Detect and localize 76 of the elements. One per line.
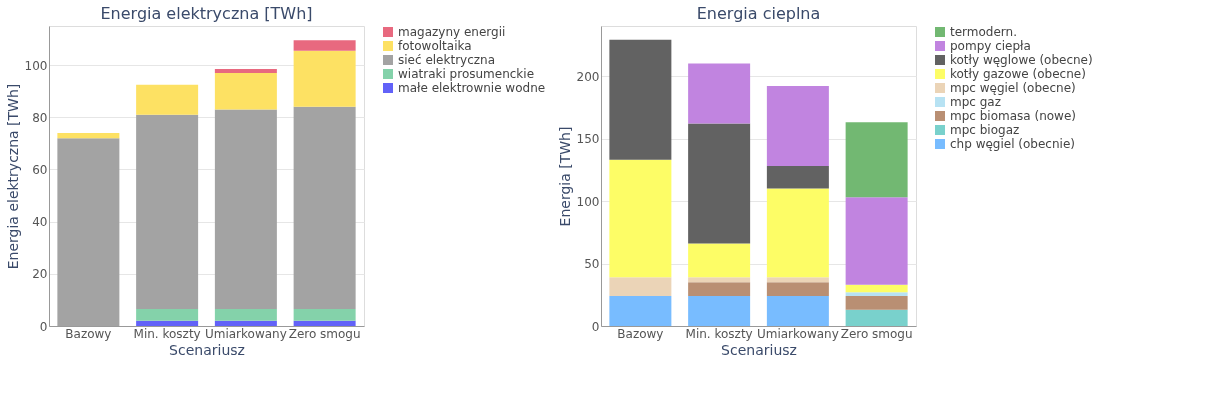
bar [688,123,751,244]
bar [845,122,908,198]
bar [845,197,908,285]
bar [845,284,908,293]
legend-label: mpc gaz [950,95,1001,109]
bar [845,292,908,296]
y-tick-label: 100 [576,194,600,209]
y-tick-label: 150 [576,132,600,146]
bar [293,106,356,310]
y-tick-label: 0 [591,319,600,334]
y-tick-label: 50 [584,257,600,271]
x-tick-label: Umiarkowany [756,326,839,341]
bar [293,320,356,326]
bar [214,72,277,110]
bar [214,320,277,326]
bar [766,166,829,189]
legend-label: mpc węgiel (obecne) [950,81,1076,95]
x-tick-label: Min. koszty [685,326,753,341]
bar [688,296,751,326]
bar [57,132,120,139]
bar [766,188,829,278]
y-tick-label: 80 [32,110,48,125]
bar [688,63,751,124]
bar [136,114,199,310]
x-tick-label: Zero smogu [288,326,361,341]
x-tick-label: Bazowy [65,326,112,341]
bar [609,296,672,326]
bar [845,296,908,310]
legend-label: mpc biomasa (nowe) [950,109,1076,123]
bar [766,277,829,283]
x-tick-label: Min. koszty [133,326,201,341]
legend-label: mpc biogaz [950,123,1020,137]
x-tick-label: Zero smogu [840,326,913,341]
legend-label: magazyny energii [398,25,506,39]
x-tick-label: Umiarkowany [204,326,287,341]
bar [766,86,829,166]
bar [214,69,277,73]
bar [688,282,751,296]
legend-label: małe elektrownie wodne [398,81,546,95]
bar [214,309,277,321]
y-tick-label: 40 [32,215,48,230]
legend-label: fotowoltaika [398,39,472,53]
bar [609,159,672,278]
y-axis-title: Energia [TWh] [556,126,573,227]
y-tick-label: 60 [32,162,48,177]
bar [136,84,199,115]
x-axis-title: Scenariusz [721,341,797,358]
bar [136,320,199,326]
legend-label: wiatraki prosumenckie [398,67,535,81]
legend-label: kotły gazowe (obecne) [950,67,1086,81]
y-tick-label: 0 [39,319,48,334]
x-axis-title: Scenariusz [169,341,245,358]
bar [609,39,672,160]
bar [136,309,199,321]
y-axis-title: Energia elektryczna [TWh] [4,83,21,270]
legend-label: kotły węglowe (obecne) [950,53,1093,67]
bar [609,277,672,296]
bar [766,282,829,296]
bar [766,296,829,326]
bar [293,309,356,321]
x-tick-label: Bazowy [617,326,664,341]
bar [845,309,908,326]
y-tick-label: 100 [24,58,48,73]
y-tick-label: 20 [32,267,48,282]
legend-label: chp węgiel (obecnie) [950,137,1075,151]
legend-label: pompy ciepła [950,39,1031,53]
bar [688,277,751,283]
bar [688,243,751,278]
y-tick-label: 200 [576,69,600,84]
bar [293,40,356,51]
legend-label: termodern. [950,25,1017,39]
legend-label: sieć elektryczna [398,53,496,67]
chart-title: Energia cieplna [696,4,821,23]
bar [214,109,277,310]
bar [293,50,356,107]
chart-title: Energia elektryczna [TWh] [100,4,313,23]
